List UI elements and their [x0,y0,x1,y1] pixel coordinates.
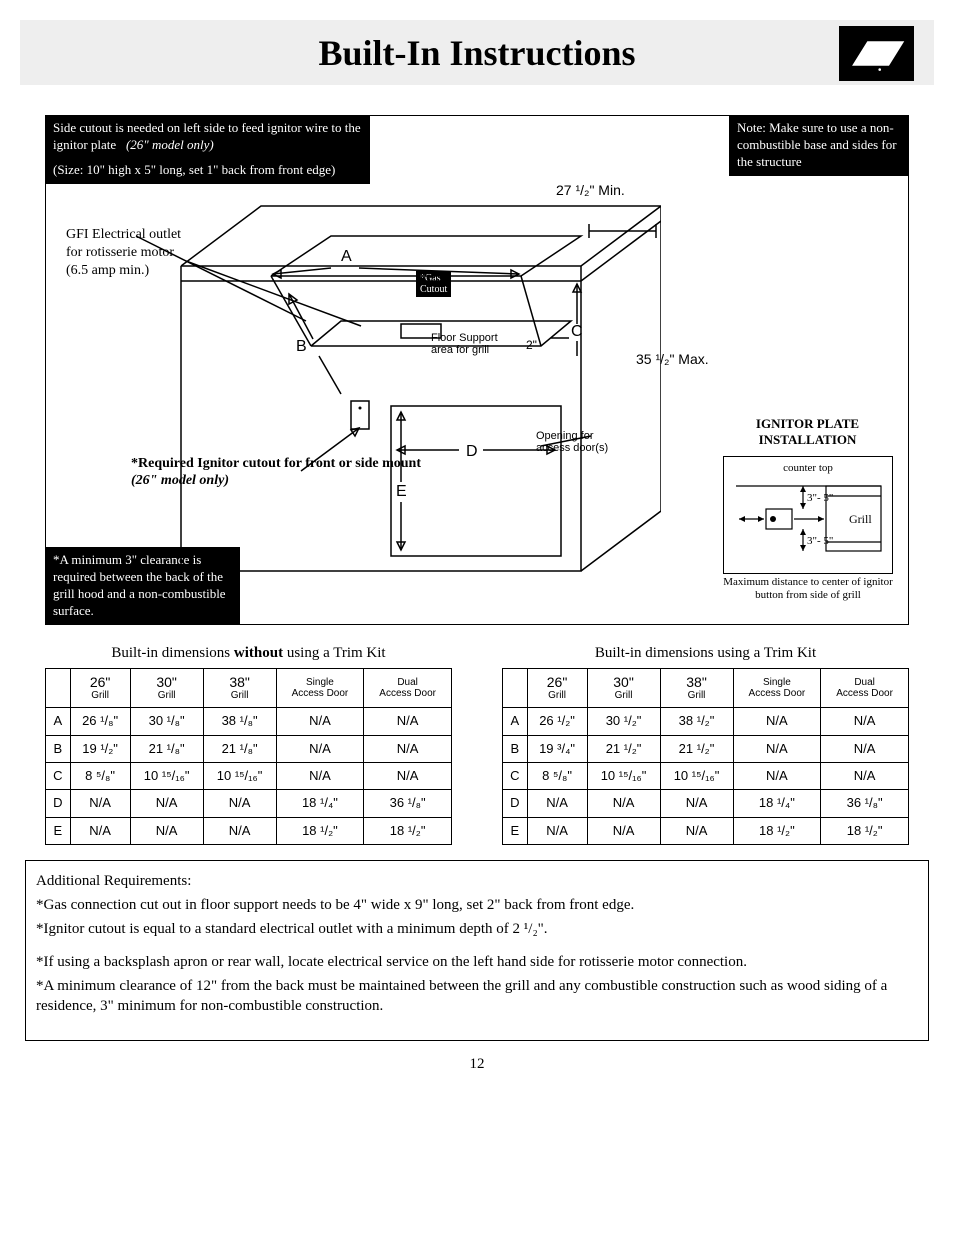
table-row: A26 ¹/₈"30 ¹/₈"38 ¹/₈"N/AN/A [46,708,452,735]
svg-text:Grill: Grill [849,512,872,526]
table-without-caption: Built-in dimensions without using a Trim… [45,645,452,662]
additional-title: Additional Requirements: [36,871,918,891]
grill-icon [839,26,914,81]
ignitor-plate-diagram: counter top 3"- 5" 3"- 5" Grill [723,456,893,574]
page-number: 12 [20,1056,934,1073]
table-row: B19 ¹/₂"21 ¹/₈"21 ¹/₈"N/AN/A [46,735,452,762]
svg-text:3"- 5": 3"- 5" [807,492,833,504]
note-side-cutout: Side cutout is needed on left side to fe… [45,115,370,184]
additional-l2: *Ignitor cutout is equal to a standard e… [36,919,918,939]
svg-text:A: A [341,248,352,265]
page-title: Built-In Instructions [318,32,635,74]
table-with: 26"Grill 30"Grill 38"Grill SingleAccess … [502,668,909,845]
table-row: DN/AN/AN/A18 ¹/₄"36 ¹/₈" [46,790,452,817]
note-non-combustible: Note: Make sure to use a non-combustible… [729,115,909,176]
table-header-row: 26"Grill 30"Grill 38"Grill SingleAccess … [46,669,452,708]
table-row: EN/AN/AN/A18 ¹/₂"18 ¹/₂" [46,817,452,844]
counter-top-label: counter top [730,462,886,474]
additional-requirements: Additional Requirements: *Gas connection… [25,860,929,1042]
svg-text:D: D [466,443,478,460]
table-row: C8 ⁵/₈"10 ¹⁵/₁₆"10 ¹⁵/₁₆"N/AN/A [503,762,909,789]
tables-row: Built-in dimensions without using a Trim… [45,645,909,845]
svg-text:B: B [296,338,307,355]
table-row: B19 ³/₄"21 ¹/₂"21 ¹/₂"N/AN/A [503,735,909,762]
table-with-block: Built-in dimensions using a Trim Kit 26"… [502,645,909,845]
diagram-container: Side cutout is needed on left side to fe… [45,115,909,625]
table-with-caption: Built-in dimensions using a Trim Kit [502,645,909,662]
header-bar: Built-In Instructions [20,20,934,85]
table-row: A26 ¹/₂"30 ¹/₂"38 ¹/₂"N/AN/A [503,708,909,735]
table-row: C8 ⁵/₈"10 ¹⁵/₁₆"10 ¹⁵/₁₆"N/AN/A [46,762,452,789]
svg-text:3"- 5": 3"- 5" [807,535,833,547]
note-tl-l2: (Size: 10" high x 5" long, set 1" back f… [53,162,335,177]
table-row: DN/AN/AN/A18 ¹/₄"36 ¹/₈" [503,790,909,817]
dim-min: 27 ¹/₂" Min. [556,182,625,198]
table-without: 26"Grill 30"Grill 38"Grill SingleAccess … [45,668,452,845]
dim-max: 35 ¹/₂" Max. [636,351,709,367]
ignitor-plate-caption: Maximum distance to center of ignitor bu… [723,576,893,602]
additional-l4: *A minimum clearance of 12" from the bac… [36,976,918,1017]
ignitor-plate-title: IGNITOR PLATE INSTALLATION [725,416,890,447]
svg-text:C: C [571,323,583,340]
note-tl-italic: (26" model only) [126,137,214,152]
additional-l1: *Gas connection cut out in floor support… [36,895,918,915]
additional-l3: *If using a backsplash apron or rear wal… [36,952,918,972]
svg-text:E: E [396,483,407,500]
enclosure-diagram: A B C D E [101,176,661,596]
table-without-block: Built-in dimensions without using a Trim… [45,645,452,845]
table-header-row: 26"Grill 30"Grill 38"Grill SingleAccess … [503,669,909,708]
table-row: EN/AN/AN/A18 ¹/₂"18 ¹/₂" [503,817,909,844]
